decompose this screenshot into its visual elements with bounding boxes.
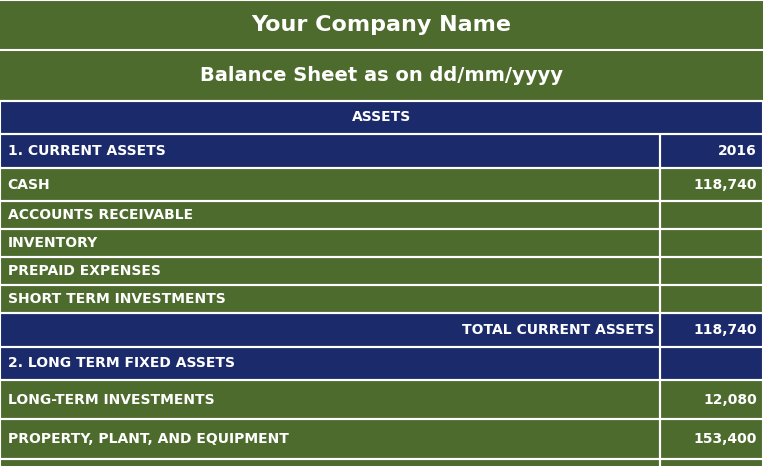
Bar xyxy=(0,50,763,101)
Text: CASH: CASH xyxy=(8,178,50,192)
Bar xyxy=(660,168,763,201)
Bar xyxy=(0,419,660,459)
Text: PROPERTY, PLANT, AND EQUIPMENT: PROPERTY, PLANT, AND EQUIPMENT xyxy=(8,432,288,446)
Text: TOTAL CURRENT ASSETS: TOTAL CURRENT ASSETS xyxy=(462,323,654,337)
Text: Your Company Name: Your Company Name xyxy=(252,15,511,35)
Text: 118,740: 118,740 xyxy=(694,178,757,192)
Bar xyxy=(660,347,763,380)
Bar xyxy=(0,459,660,466)
Bar xyxy=(660,134,763,168)
Bar xyxy=(0,168,660,201)
Bar xyxy=(660,257,763,285)
Bar xyxy=(660,313,763,347)
Text: SHORT TERM INVESTMENTS: SHORT TERM INVESTMENTS xyxy=(8,292,225,306)
Bar xyxy=(0,257,660,285)
Bar xyxy=(0,380,660,419)
Bar xyxy=(0,229,660,257)
Bar xyxy=(660,201,763,229)
Text: 2016: 2016 xyxy=(718,144,757,158)
Text: 2. LONG TERM FIXED ASSETS: 2. LONG TERM FIXED ASSETS xyxy=(8,356,235,370)
Bar xyxy=(0,313,660,347)
Bar xyxy=(0,201,660,229)
Text: INVENTORY: INVENTORY xyxy=(8,236,98,250)
Text: ASSETS: ASSETS xyxy=(352,110,411,124)
Text: 153,400: 153,400 xyxy=(694,432,757,446)
Text: 1. CURRENT ASSETS: 1. CURRENT ASSETS xyxy=(8,144,166,158)
Text: 12,080: 12,080 xyxy=(703,393,757,407)
Text: LONG-TERM INVESTMENTS: LONG-TERM INVESTMENTS xyxy=(8,393,214,407)
Bar xyxy=(0,347,660,380)
Bar xyxy=(0,134,660,168)
Text: ACCOUNTS RECEIVABLE: ACCOUNTS RECEIVABLE xyxy=(8,208,193,222)
Bar xyxy=(0,285,660,313)
Text: Balance Sheet as on dd/mm/yyyy: Balance Sheet as on dd/mm/yyyy xyxy=(200,66,563,85)
Bar xyxy=(660,459,763,466)
Bar xyxy=(0,0,763,50)
Text: 118,740: 118,740 xyxy=(694,323,757,337)
Bar xyxy=(660,419,763,459)
Bar xyxy=(0,101,763,134)
Bar xyxy=(660,229,763,257)
Text: PREPAID EXPENSES: PREPAID EXPENSES xyxy=(8,264,160,278)
Bar xyxy=(660,285,763,313)
Bar xyxy=(660,380,763,419)
